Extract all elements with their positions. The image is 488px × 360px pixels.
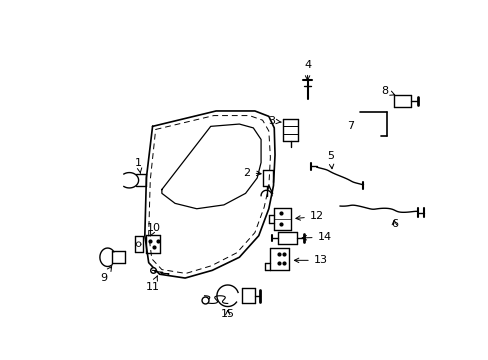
- Text: 7: 7: [346, 121, 353, 131]
- Text: 4: 4: [304, 60, 310, 80]
- Text: 1: 1: [135, 158, 142, 173]
- Text: 11: 11: [145, 276, 159, 292]
- Text: 5: 5: [326, 152, 334, 169]
- Text: 8: 8: [381, 86, 394, 96]
- Text: 10: 10: [147, 223, 161, 236]
- Text: 2: 2: [243, 167, 261, 177]
- Text: 15: 15: [220, 309, 234, 319]
- Text: 12: 12: [295, 211, 323, 221]
- Text: 3: 3: [268, 116, 281, 126]
- Text: 14: 14: [302, 232, 331, 242]
- Text: 9: 9: [100, 267, 111, 283]
- Text: 6: 6: [390, 219, 397, 229]
- Text: 13: 13: [294, 255, 327, 265]
